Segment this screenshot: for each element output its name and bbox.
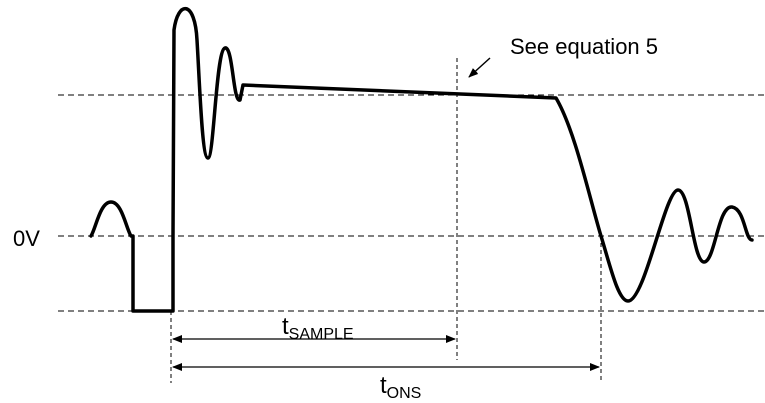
- see-equation-annotation: See equation 5: [510, 34, 658, 59]
- t-sample-base: t: [282, 313, 289, 340]
- t-ons-base: t: [380, 372, 387, 399]
- zero-volt-label: 0V: [13, 226, 40, 251]
- annotation-arrow: [468, 57, 491, 78]
- signal-waveform: [89, 7, 754, 313]
- t-ons-label: tONS: [380, 372, 421, 402]
- t-ons-subscript: ONS: [387, 385, 422, 402]
- t-sample-label: tSAMPLE: [282, 313, 354, 343]
- t-sample-subscript: SAMPLE: [289, 326, 354, 343]
